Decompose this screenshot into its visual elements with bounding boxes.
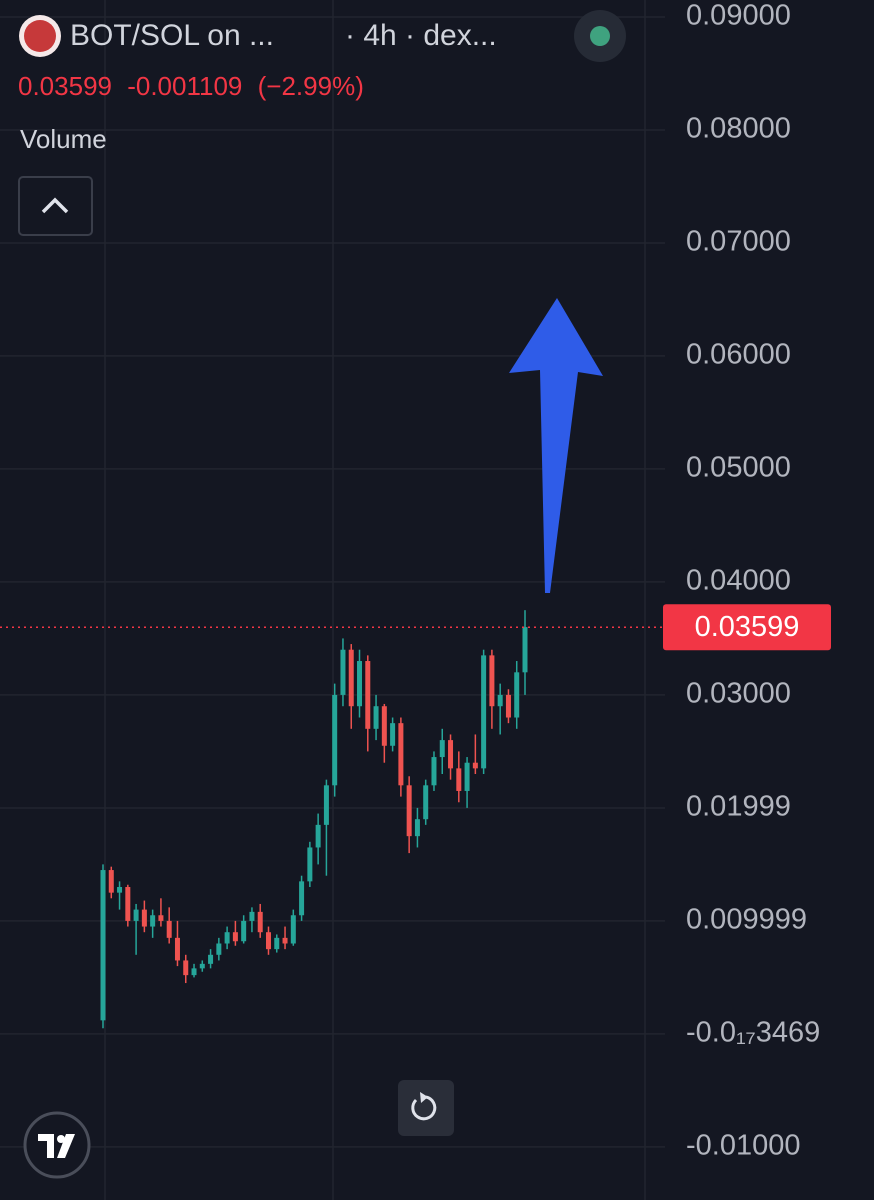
status-dot	[590, 26, 610, 46]
change-pct: (−2.99%)	[258, 71, 364, 101]
candle-body	[332, 694, 338, 786]
last-price: 0.03599	[18, 71, 112, 101]
candle-body	[448, 740, 454, 769]
candle-body	[100, 870, 106, 1021]
candle-body	[406, 785, 412, 837]
candle-body	[505, 694, 511, 718]
reset-frame[interactable]	[398, 1080, 454, 1136]
button-frame[interactable]	[18, 176, 93, 236]
candle-body	[464, 762, 470, 791]
candle-body	[423, 785, 429, 820]
candle-body	[323, 785, 329, 825]
candle-body	[174, 937, 180, 961]
candle-body	[307, 847, 313, 882]
candle-body	[150, 915, 156, 927]
candle-body	[514, 672, 520, 718]
candle-body	[390, 723, 396, 746]
candle-body	[199, 963, 205, 969]
candle-body	[117, 887, 123, 893]
y-tick-label: 0.07000	[686, 226, 791, 258]
candle-body	[431, 757, 437, 786]
candle-body	[125, 887, 131, 921]
candle-body	[315, 824, 321, 848]
candle-body	[191, 968, 197, 976]
interval: · 4h · dex...	[345, 19, 497, 52]
candle-body	[249, 911, 255, 921]
y-tick-label: 0.01999	[686, 791, 791, 823]
candle-body	[232, 932, 238, 942]
candle-body	[522, 627, 528, 673]
candle-body	[456, 768, 462, 791]
candle-body	[381, 706, 387, 746]
y-tick-label: 0.03000	[686, 678, 791, 710]
y-tick-label: 0.009999	[686, 904, 807, 936]
candle-body	[208, 954, 214, 964]
candle-body	[357, 661, 363, 707]
reset-button[interactable]	[398, 1080, 454, 1136]
candle-body	[290, 915, 296, 944]
candle-body	[340, 649, 346, 695]
last-price-box	[663, 604, 831, 651]
candle-body	[133, 909, 139, 921]
volume-label: Volume	[20, 124, 107, 154]
candle-body	[497, 694, 503, 707]
candle-body	[348, 649, 354, 707]
candle-body	[414, 819, 420, 837]
price-line: 0.03599 -0.001109 (−2.99%)	[18, 71, 364, 101]
candle-body	[224, 932, 230, 944]
candles	[100, 610, 528, 1029]
candle-body	[439, 740, 445, 758]
candle-body	[183, 960, 189, 976]
candle-body	[472, 762, 478, 769]
reset-icon-head	[420, 1092, 428, 1103]
candle-body	[257, 911, 263, 933]
logo-t	[38, 1134, 54, 1158]
last-price-label: 0.03599	[695, 611, 800, 643]
arrow	[509, 298, 603, 593]
candle-body	[158, 915, 164, 921]
logo-ring	[23, 1111, 91, 1179]
candle-body	[282, 937, 288, 944]
y-tick-label: -0.01000	[686, 1130, 801, 1162]
candle-body	[398, 723, 404, 786]
logo-v	[57, 1134, 75, 1158]
candle-body	[166, 920, 172, 938]
y-tick-label: 0.04000	[686, 565, 791, 597]
reset-icon	[411, 1095, 437, 1121]
change: -0.001109	[127, 71, 242, 101]
candle-body	[299, 881, 305, 916]
candle-body	[274, 937, 280, 950]
candle-body	[489, 655, 495, 707]
candle-body	[141, 909, 147, 927]
y-tick-label: -0.0₁₇3469	[686, 1017, 820, 1049]
y-tick-label: 0.06000	[686, 339, 791, 371]
candle-body	[481, 655, 487, 769]
candle-body	[373, 706, 379, 729]
chevron	[41, 197, 69, 214]
candle-body	[241, 920, 247, 942]
collapse-button[interactable]	[18, 176, 93, 236]
candle-body	[108, 870, 114, 893]
logo-dot	[57, 1135, 65, 1143]
tv-logo[interactable]	[23, 1111, 91, 1179]
candle-body	[365, 661, 371, 729]
y-tick-label: 0.05000	[686, 452, 791, 484]
pair[interactable]: BOT/SOL on ...	[70, 19, 274, 52]
candle-body	[216, 943, 222, 955]
y-tick-label: 0.08000	[686, 113, 791, 145]
token-logo-inner	[24, 20, 56, 52]
candle-body	[265, 932, 271, 950]
y-tick-label: 0.09000	[686, 0, 791, 32]
price-axis: 0.09000 0.08000 0.07000 0.06000 0.05000 0.040…	[686, 0, 820, 1162]
